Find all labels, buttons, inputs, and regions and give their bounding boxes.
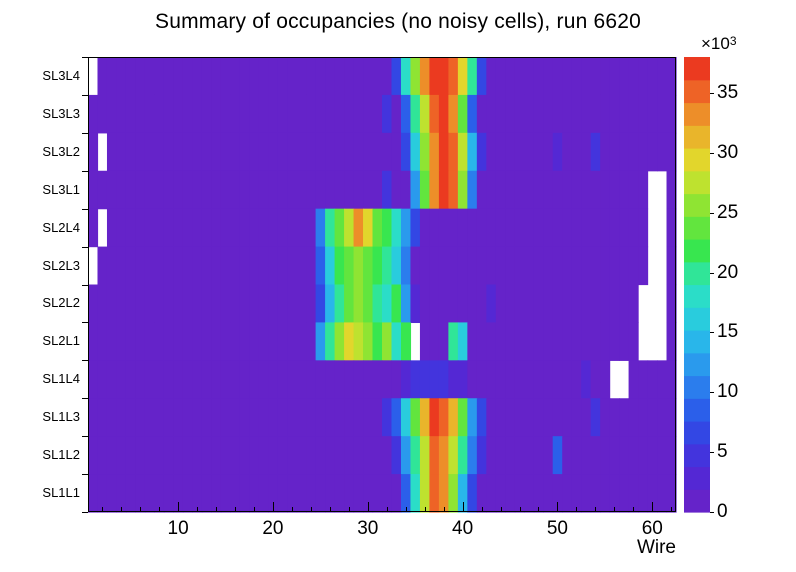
y-axis-label: SL3L1 bbox=[42, 181, 80, 197]
colorbar-tick-label: 20 bbox=[717, 261, 739, 283]
colorbar-tick-label: 10 bbox=[717, 381, 739, 403]
colorbar-tick-label: 30 bbox=[717, 141, 739, 163]
y-axis-label: SL2L2 bbox=[42, 295, 80, 311]
y-axis-label: SL3L4 bbox=[42, 67, 80, 83]
y-axis-label: SL1L4 bbox=[42, 371, 80, 387]
x-tick-label: 40 bbox=[452, 518, 474, 539]
colorbar-tick-label: 5 bbox=[717, 441, 728, 463]
x-tick-label: 30 bbox=[357, 518, 379, 539]
x-tick-label: 50 bbox=[546, 518, 568, 539]
x-tick-label: 60 bbox=[641, 518, 663, 539]
y-axis-label: SL3L2 bbox=[42, 143, 80, 159]
exponent-mantissa: ×10 bbox=[701, 34, 730, 53]
chart-title: Summary of occupancies (no noisy cells),… bbox=[154, 10, 642, 33]
y-axis-label: SL3L3 bbox=[42, 105, 80, 121]
x-tick-label: 10 bbox=[167, 518, 189, 539]
x-tick-label: 20 bbox=[262, 518, 284, 539]
y-axis-label: SL1L1 bbox=[42, 485, 80, 501]
y-axis-label: SL2L1 bbox=[42, 333, 80, 349]
colorbar-tick-label: 15 bbox=[717, 321, 739, 343]
x-axis-title: Wire bbox=[636, 537, 676, 558]
colorbar-tick-label: 35 bbox=[717, 81, 739, 103]
y-axis-label: SL1L3 bbox=[42, 409, 80, 425]
exponent-power: 3 bbox=[729, 34, 737, 48]
y-axis-label: SL2L3 bbox=[42, 257, 80, 273]
y-axis-label: SL1L2 bbox=[42, 447, 80, 463]
colorbar-tick-label: 25 bbox=[717, 201, 739, 223]
y-axis-label: SL2L4 bbox=[42, 219, 80, 235]
colorbar-tick-label: 0 bbox=[717, 501, 728, 522]
colorbar-exponent: ×103 bbox=[701, 34, 737, 54]
